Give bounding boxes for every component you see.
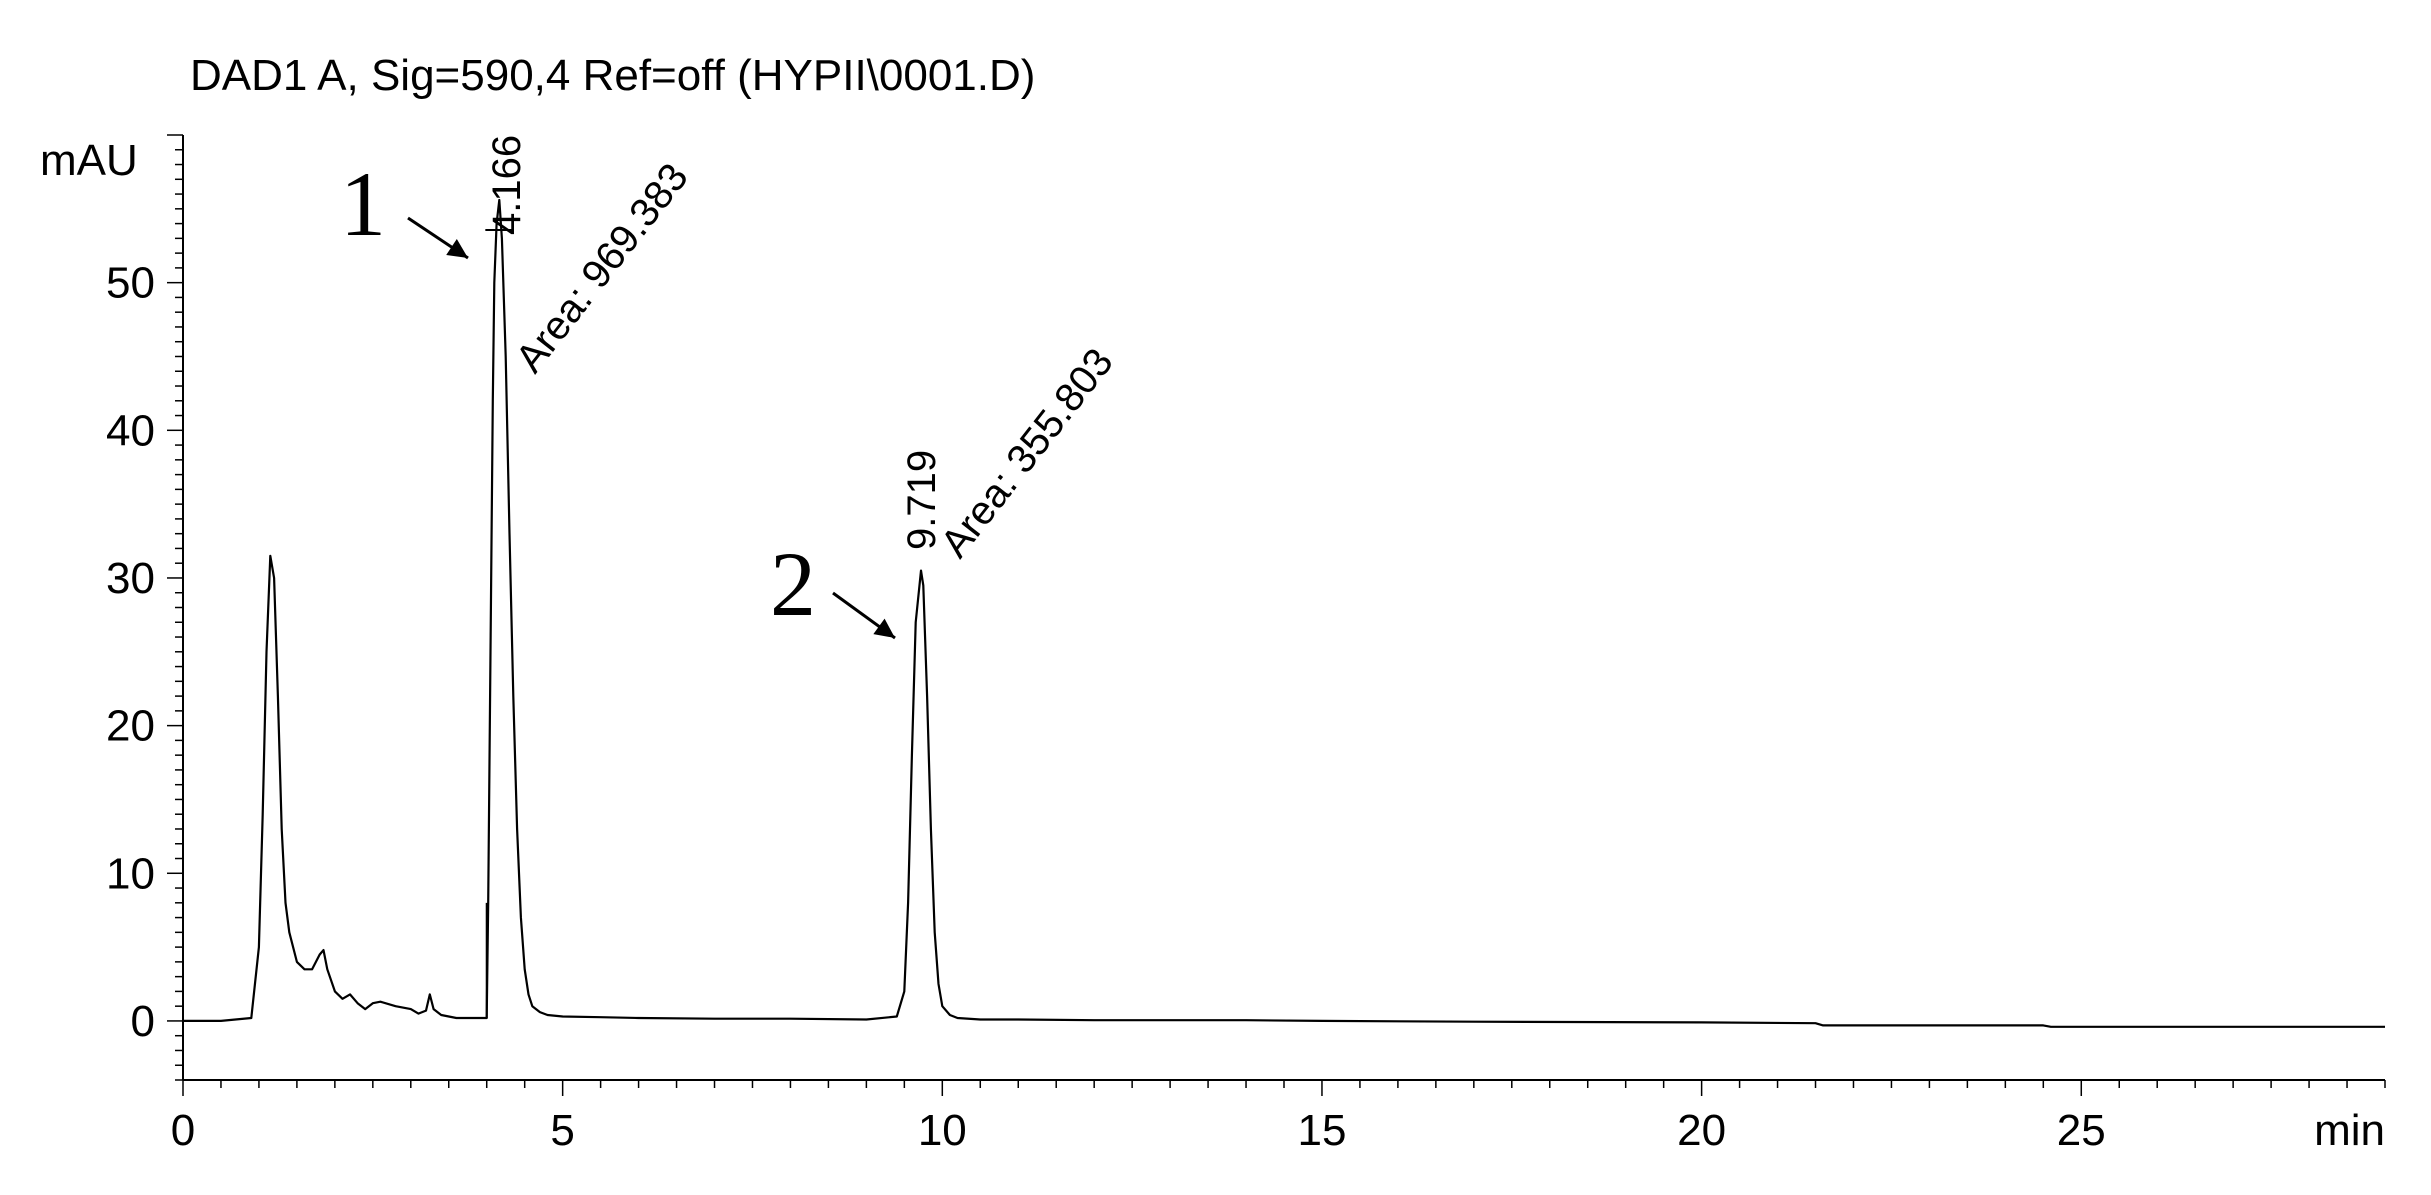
x-axis-label: min <box>2314 1106 2385 1155</box>
series-group <box>183 198 2385 1028</box>
x-tick-label: 20 <box>1677 1106 1726 1155</box>
peak-retention-time-label: 9.719 <box>900 450 944 550</box>
x-tick-label: 5 <box>550 1106 574 1155</box>
y-tick-label: 10 <box>106 849 155 898</box>
x-tick-label: 15 <box>1297 1106 1346 1155</box>
chart-title: DAD1 A, Sig=590,4 Ref=off (HYPII\0001.D) <box>190 51 1035 100</box>
peak-arrow-head <box>446 239 468 258</box>
peak-number-label: 1 <box>340 153 386 255</box>
axes <box>182 135 2385 1081</box>
peak-retention-time-label: 4.166 <box>485 135 529 235</box>
y-tick-label: 40 <box>106 406 155 455</box>
y-tick-label: 20 <box>106 702 155 751</box>
y-tick-label: 50 <box>106 259 155 308</box>
peak-arrow-head <box>873 618 895 638</box>
x-tick-label: 25 <box>2057 1106 2106 1155</box>
chromatogram-trace <box>183 198 2385 1028</box>
y-tick-label: 30 <box>106 554 155 603</box>
ticks: 0 10 20 30 40 50 0 5 10 15 20 25 <box>106 134 2386 1155</box>
peak-area-label: Area: 355.803 <box>932 340 1121 565</box>
peak-area-label: Area: 969.383 <box>507 155 696 380</box>
peak-number-label: 2 <box>770 533 816 635</box>
y-tick-label: 0 <box>131 997 155 1046</box>
x-tick-label: 10 <box>918 1106 967 1155</box>
x-tick-label: 0 <box>171 1106 195 1155</box>
y-axis-label: mAU <box>40 136 138 185</box>
